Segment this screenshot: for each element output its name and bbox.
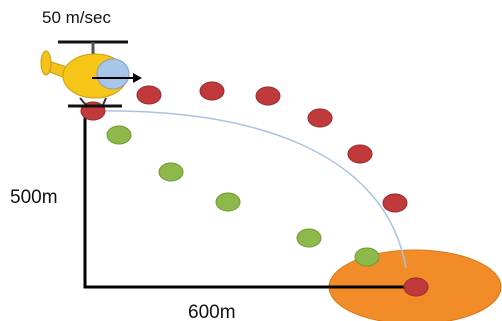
height-label: 500m (10, 187, 58, 208)
red-dot (256, 87, 280, 105)
cockpit (97, 59, 129, 89)
red-dot (137, 86, 161, 104)
red-dot (383, 194, 407, 212)
tail-rotor (41, 51, 51, 75)
red-dot (348, 145, 372, 163)
green-dot (297, 229, 321, 247)
diagram: 50 m/sec 500m 600m (0, 0, 502, 321)
red-dot (200, 82, 224, 100)
red-dot (308, 109, 332, 127)
green-dot (159, 163, 183, 181)
red-dot (404, 278, 428, 296)
distance-label: 600m (188, 302, 236, 321)
green-dot (355, 248, 379, 266)
green-dot (216, 193, 240, 211)
green-dot (107, 126, 131, 144)
speed-label: 50 m/sec (42, 8, 111, 27)
